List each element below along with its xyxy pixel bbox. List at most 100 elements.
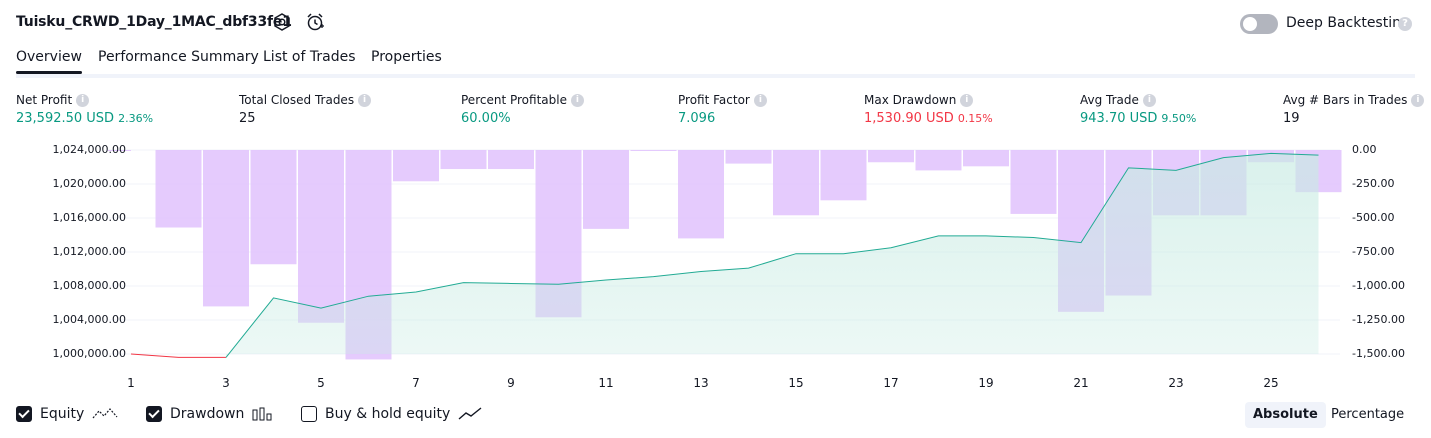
buy-hold-checkbox[interactable] <box>301 406 317 422</box>
drawdown-bar <box>773 150 819 216</box>
left-axis-tick: 1,004,000.00 <box>52 313 126 326</box>
drawdown-bar <box>820 150 867 201</box>
metric-percent: 9.50% <box>1161 112 1197 125</box>
tab-bar: Overview Performance Summary List of Tra… <box>16 48 1415 78</box>
metric-max-drawdown: Max Drawdown i 1,530.90 USD 0.15% <box>864 93 993 126</box>
x-axis-tick: 5 <box>317 376 325 390</box>
help-icon[interactable]: ? <box>1398 17 1412 31</box>
right-axis-tick: -1,250.00 <box>1352 313 1405 326</box>
metric-value: 60.00% <box>461 111 511 126</box>
drawdown-bar <box>393 150 439 182</box>
metric-value: 1,530.90 USD <box>864 111 954 126</box>
drawdown-bar <box>250 150 297 265</box>
x-axis-tick: 1 <box>127 376 135 390</box>
legend-drawdown-label: Drawdown <box>170 406 245 422</box>
info-icon[interactable]: i <box>358 94 372 107</box>
tab-overview[interactable]: Overview <box>16 49 82 74</box>
metric-value: 19 <box>1283 111 1300 126</box>
metric-profit-factor: Profit Factor i 7.096 <box>678 93 767 126</box>
drawdown-bar <box>440 150 487 170</box>
drawdown-bar <box>155 150 202 228</box>
settings-icon[interactable] <box>272 12 292 32</box>
info-icon[interactable]: i <box>570 94 584 107</box>
tab-properties[interactable]: Properties <box>371 49 442 65</box>
x-axis-tick: 3 <box>222 376 230 390</box>
info-icon[interactable]: i <box>960 94 974 107</box>
bar-chart-icon <box>252 407 272 421</box>
drawdown-bar <box>108 150 131 151</box>
metric-value: 25 <box>239 111 256 126</box>
left-axis-tick: 1,012,000.00 <box>52 245 126 258</box>
equity-line <box>225 152 1319 358</box>
percentage-toggle[interactable]: Percentage <box>1331 407 1405 422</box>
metric-percent-profitable: Percent Profitable i 60.00% <box>461 93 584 126</box>
right-axis-tick: -1,000.00 <box>1352 279 1405 292</box>
right-axis-tick: -750.00 <box>1352 245 1395 258</box>
legend-buy-hold-label: Buy & hold equity <box>325 406 451 422</box>
right-axis-tick: -1,500.00 <box>1352 347 1405 360</box>
legend-equity-label: Equity <box>40 406 85 422</box>
drawdown-bar <box>725 150 772 164</box>
drawdown-bar <box>203 150 249 307</box>
absolute-toggle[interactable]: Absolute <box>1245 402 1326 428</box>
info-icon[interactable]: i <box>76 94 90 107</box>
metric-label: Avg # Bars in Trades <box>1283 93 1408 107</box>
metric-avg-trade: Avg Trade i 943.70 USD 9.50% <box>1080 93 1196 126</box>
equity-line-negative <box>130 353 226 358</box>
x-axis-tick: 11 <box>598 376 614 390</box>
info-icon[interactable]: i <box>1411 94 1425 107</box>
metric-label: Percent Profitable <box>461 93 567 107</box>
info-icon[interactable]: i <box>1142 94 1156 107</box>
metric-label: Max Drawdown <box>864 93 957 107</box>
metric-label: Total Closed Trades <box>239 93 355 107</box>
drawdown-checkbox[interactable] <box>146 406 162 422</box>
equity-checkbox[interactable] <box>16 406 32 422</box>
metric-label: Profit Factor <box>678 93 750 107</box>
deep-backtesting-label: Deep Backtesting <box>1286 15 1410 31</box>
metric-value: 943.70 USD <box>1080 111 1158 126</box>
x-axis-tick: 9 <box>507 376 515 390</box>
alert-clock-icon[interactable] <box>305 12 325 32</box>
x-axis-tick: 13 <box>693 376 709 390</box>
x-axis-tick: 23 <box>1168 376 1184 390</box>
right-axis-tick: -500.00 <box>1352 211 1395 224</box>
left-axis-tick: 1,024,000.00 <box>52 143 126 156</box>
x-axis-tick: 25 <box>1263 376 1279 390</box>
drawdown-bar <box>678 150 724 239</box>
metric-total-closed-trades: Total Closed Trades i 25 <box>239 93 372 126</box>
legend-equity[interactable]: Equity <box>16 404 118 424</box>
metric-value: 7.096 <box>678 111 716 126</box>
metric-value: 23,592.50 USD <box>16 111 115 126</box>
tab-performance-summary[interactable]: Performance Summary <box>98 49 259 65</box>
drawdown-bar <box>915 150 962 171</box>
left-axis-tick: 1,016,000.00 <box>52 211 126 224</box>
right-axis-tick: 0.00 <box>1352 143 1377 156</box>
right-axis-tick: -250.00 <box>1352 177 1395 190</box>
left-axis-tick: 1,020,000.00 <box>52 177 126 190</box>
x-axis-tick: 7 <box>412 376 420 390</box>
metric-net-profit: Net Profit i 23,592.50 USD 2.36% <box>16 93 153 126</box>
x-axis-tick: 15 <box>788 376 804 390</box>
drawdown-bar <box>583 150 629 229</box>
legend-buy-hold-equity[interactable]: Buy & hold equity <box>301 404 482 424</box>
x-axis-tick: 19 <box>978 376 994 390</box>
info-icon[interactable]: i <box>753 94 767 107</box>
drawdown-bar <box>868 150 914 163</box>
deep-backtesting-toggle[interactable] <box>1240 14 1278 34</box>
drawdown-bar <box>298 150 344 323</box>
metric-percent: 2.36% <box>118 112 154 125</box>
trend-line-icon <box>458 407 482 420</box>
metric-label: Avg Trade <box>1080 93 1139 107</box>
legend-drawdown[interactable]: Drawdown <box>146 404 274 424</box>
line-chart-icon <box>92 408 118 419</box>
metric-label: Net Profit <box>16 93 73 107</box>
x-axis-tick: 17 <box>883 376 899 390</box>
left-axis-tick: 1,000,000.00 <box>52 347 126 360</box>
metric-avg-bars: Avg # Bars in Trades i 19 <box>1283 93 1425 126</box>
drawdown-bar <box>1010 150 1057 214</box>
tab-list-of-trades[interactable]: List of Trades <box>263 49 356 65</box>
left-axis-tick: 1,008,000.00 <box>52 279 126 292</box>
x-axis-tick: 21 <box>1073 376 1089 390</box>
drawdown-bar <box>963 150 1009 167</box>
equity-area <box>226 153 1319 358</box>
